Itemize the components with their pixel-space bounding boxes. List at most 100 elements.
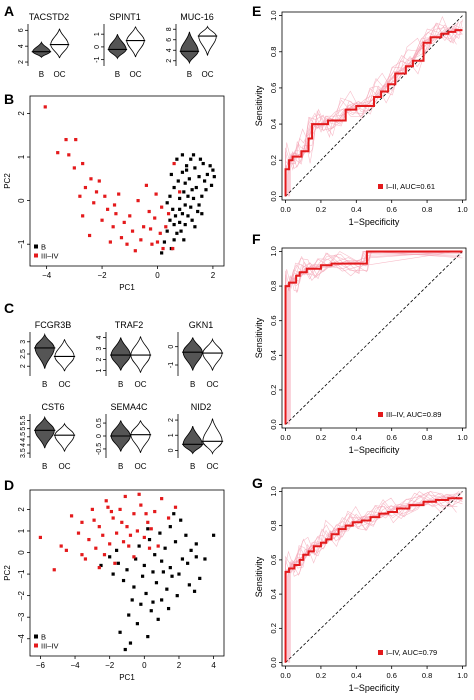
point-iii-iv-19 <box>139 238 143 242</box>
point-iii-iv-24 <box>164 225 168 229</box>
point-b-7 <box>172 185 176 190</box>
y-tick-label: 2 <box>18 60 25 64</box>
group-label-oc: OC <box>59 380 71 389</box>
point-iii-iv-7 <box>111 516 115 520</box>
point-b-4 <box>142 563 146 568</box>
point-b-49 <box>197 203 201 207</box>
group-label-b: B <box>42 380 47 389</box>
violin-oc <box>130 420 151 453</box>
y-tick-label: 2 <box>17 111 26 116</box>
x-tick-label: 0.2 <box>316 433 326 442</box>
y-axis-label: Sensitivity <box>254 556 264 597</box>
point-b-53 <box>151 600 155 604</box>
legend-swatch-b <box>34 634 38 639</box>
point-iii-iv-11 <box>139 503 143 507</box>
point-b-32 <box>165 229 169 233</box>
bootstrap-roc-curve <box>285 25 461 193</box>
roc-curve <box>284 250 463 425</box>
point-iii-iv-44 <box>106 505 110 509</box>
y-tick-label: 2 <box>168 418 175 422</box>
point-b-45 <box>190 188 194 192</box>
x-tick-label: 0.6 <box>386 671 396 680</box>
point-iii-iv-36 <box>161 246 165 251</box>
point-b-15 <box>205 172 209 177</box>
y-tick-label: 0.4 <box>269 589 278 599</box>
y-tick-label: 4 <box>166 48 173 52</box>
point-b-0 <box>108 555 112 559</box>
point-iii-iv-38 <box>64 548 68 552</box>
y-tick-label: 0.6 <box>269 555 278 565</box>
legend-swatch <box>378 412 383 417</box>
point-b-34 <box>160 251 164 255</box>
y-tick-label: 1 <box>168 433 175 437</box>
point-iii-iv-23 <box>158 231 162 235</box>
point-iii-iv-22 <box>135 529 139 533</box>
violin-oc <box>202 418 223 455</box>
facet-title: GKN1 <box>189 320 214 330</box>
point-b-5 <box>183 203 187 207</box>
y-tick-label: 0.8 <box>269 281 278 291</box>
violin-oc <box>54 422 75 452</box>
x-tick-label: 0.8 <box>422 205 432 214</box>
point-b-47 <box>161 570 165 574</box>
y-tick-label: 4 <box>18 44 25 48</box>
y-tick-label: 1 <box>96 368 103 372</box>
point-iii-iv-40 <box>154 192 158 196</box>
point-iii-iv-5 <box>97 525 101 529</box>
point-iii-iv-32 <box>78 194 82 198</box>
point-b-25 <box>118 630 122 634</box>
point-b-46 <box>169 172 173 177</box>
x-tick-label: 0.2 <box>316 205 326 214</box>
y-tick-label: 0.2 <box>269 623 278 633</box>
bootstrap-roc-curve <box>285 252 461 421</box>
point-b-23 <box>127 613 131 617</box>
x-axis-label: PC1 <box>119 283 135 292</box>
violin-b <box>110 337 131 371</box>
point-b-46 <box>140 574 145 578</box>
point-b-47 <box>203 179 207 183</box>
point-b-22 <box>183 222 187 227</box>
y-tick-label: 8 <box>166 27 173 31</box>
plot-frame <box>281 11 467 201</box>
violin-b <box>180 31 199 65</box>
y-tick-label: −1 <box>17 569 26 579</box>
group-label-b: B <box>190 462 195 471</box>
y-tick-label: 2 <box>17 507 26 512</box>
point-b-9 <box>186 561 190 565</box>
point-b-51 <box>172 512 176 516</box>
point-iii-iv-1 <box>59 544 63 548</box>
x-tick-label: 0.6 <box>386 433 396 442</box>
x-tick-label: 0.8 <box>422 671 432 680</box>
y-tick-label: 1 <box>17 528 26 533</box>
point-b-18 <box>194 185 198 190</box>
point-b-49 <box>192 589 197 593</box>
bootstrap-roc-curve <box>289 19 463 197</box>
x-tick-label: 0 <box>142 661 147 670</box>
point-iii-iv-8 <box>83 185 88 190</box>
y-tick-label: 6 <box>18 28 25 32</box>
point-b-51 <box>182 238 186 242</box>
x-tick-label: −6 <box>36 661 46 670</box>
point-iii-iv-36 <box>120 520 124 524</box>
panel-label-g: G <box>252 475 263 491</box>
group-label-oc: OC <box>207 380 219 389</box>
point-iii-iv-1 <box>64 137 68 142</box>
point-iii-iv-18 <box>108 542 112 546</box>
point-iii-iv-42 <box>171 246 175 251</box>
point-iii-iv-26 <box>69 514 74 518</box>
point-b-31 <box>168 218 172 222</box>
panel-label-e: E <box>252 3 261 19</box>
x-tick-label: −2 <box>105 661 115 670</box>
point-b-2 <box>175 231 179 235</box>
violin-oc <box>54 339 75 372</box>
y-tick-label: 5.5 <box>20 416 27 426</box>
point-b-54 <box>166 606 171 611</box>
point-b-28 <box>123 647 127 652</box>
y-tick-label: 1.0 <box>269 246 278 256</box>
point-b-42 <box>99 563 103 568</box>
point-b-52 <box>130 598 134 602</box>
bootstrap-roc-curve <box>285 251 459 425</box>
facet-title: SPINT1 <box>109 12 141 22</box>
group-label-b: B <box>190 380 195 389</box>
bootstrap-roc-curve <box>286 495 463 661</box>
